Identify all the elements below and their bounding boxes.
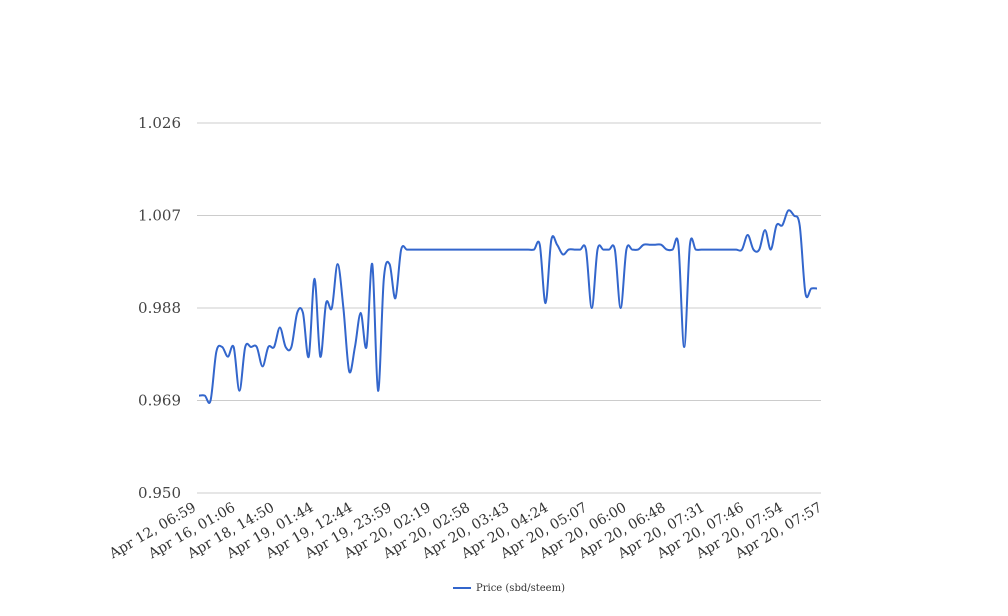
legend: Price (sbd/steem) (453, 583, 565, 594)
y-tick-label: 0.969 (138, 392, 181, 410)
y-tick-label: 0.950 (138, 484, 181, 502)
series-layer (198, 209, 818, 404)
y-tick-label: 0.988 (138, 299, 181, 317)
y-axis-ticks: 0.950 0.969 0.988 1.007 1.026 (138, 114, 181, 502)
legend-label: Price (sbd/steem) (476, 583, 565, 594)
y-tick-label: 1.007 (138, 207, 181, 225)
grid-layer (197, 122, 821, 494)
series-line-price (198, 209, 818, 404)
y-tick-label: 1.026 (138, 114, 181, 132)
